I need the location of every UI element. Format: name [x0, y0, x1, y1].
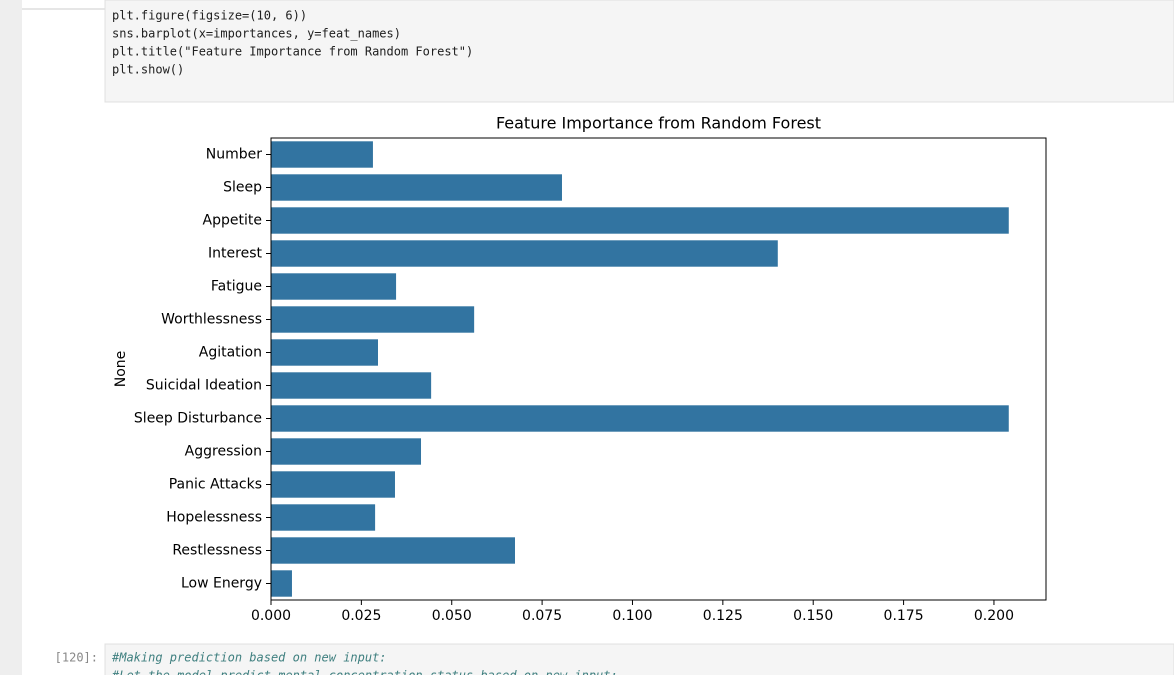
bar — [271, 306, 475, 333]
code-line: plt.show() — [112, 63, 184, 77]
bar — [271, 141, 373, 168]
cell-prompt: [120]: — [55, 651, 98, 665]
y-tick-label: Sleep Disturbance — [134, 411, 262, 427]
bar — [271, 405, 1009, 432]
left-gutter — [0, 0, 22, 675]
bar — [271, 207, 1009, 234]
y-tick-label: Low Energy — [181, 576, 262, 592]
y-tick-label: Sleep — [223, 180, 262, 196]
y-tick-label: Worthlessness — [161, 312, 262, 328]
bar — [271, 372, 432, 399]
y-tick-label: Interest — [208, 246, 262, 262]
x-tick-label: 0.100 — [612, 608, 652, 624]
x-tick-label: 0.200 — [974, 608, 1014, 624]
x-tick-label: 0.075 — [522, 608, 562, 624]
y-tick-label: Appetite — [203, 213, 262, 229]
y-tick-label: Hopelessness — [166, 510, 262, 526]
code-line: plt.figure(figsize=(10, 6)) — [112, 9, 307, 23]
y-tick-label: Panic Attacks — [169, 477, 262, 493]
bar — [271, 339, 378, 366]
code-line: plt.title("Feature Importance from Rando… — [112, 45, 473, 59]
bar — [271, 537, 515, 564]
code-cell — [104, 0, 1174, 103]
x-tick-label: 0.000 — [251, 608, 291, 624]
code-comment: #Making prediction based on new input: — [111, 651, 387, 665]
y-tick-label: Number — [206, 147, 262, 163]
next-cell — [104, 643, 1174, 675]
bar — [271, 273, 397, 300]
bar — [271, 174, 562, 201]
y-tick-label: Fatigue — [211, 279, 262, 295]
x-tick-label: 0.025 — [341, 608, 381, 624]
bar — [271, 471, 395, 498]
bar — [271, 240, 778, 267]
bar — [271, 570, 292, 597]
plot-frame — [270, 137, 1047, 601]
y-tick-label: Aggression — [185, 444, 262, 460]
code-comment: #Let the model predict mental concentrat… — [111, 669, 618, 675]
y-tick-label: Restlessness — [172, 543, 262, 559]
x-tick-label: 0.150 — [793, 608, 833, 624]
chart-title: Feature Importance from Random Forest — [496, 114, 821, 133]
y-tick-label: Agitation — [199, 345, 262, 361]
x-tick-label: 0.050 — [432, 608, 472, 624]
x-tick-label: 0.125 — [703, 608, 743, 624]
y-tick-label: Suicidal Ideation — [146, 378, 262, 394]
bar — [271, 438, 422, 465]
y-axis-label: None — [113, 351, 129, 388]
code-line: sns.barplot(x=importances, y=feat_names) — [112, 27, 401, 41]
bar — [271, 504, 376, 531]
x-tick-label: 0.175 — [884, 608, 924, 624]
